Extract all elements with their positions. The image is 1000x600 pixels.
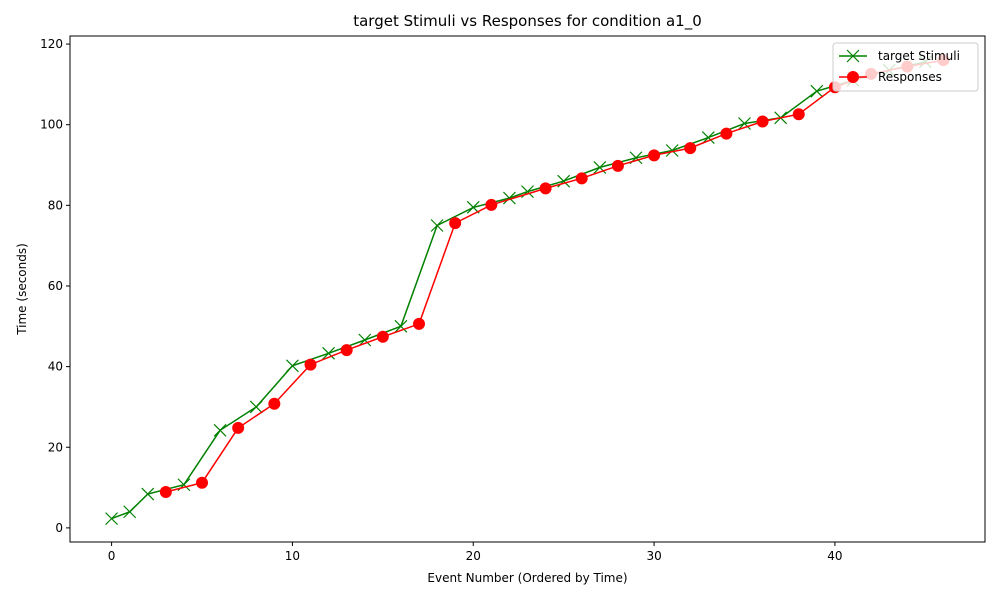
stimuli-point [358,333,372,347]
responses-point [376,330,389,343]
stimuli-point [394,319,408,333]
plot-frame [69,35,986,543]
y-tick-label: 0 [55,521,63,535]
responses-point [684,142,697,155]
x-tick-label: 20 [466,549,481,563]
stimuli-point [285,359,299,373]
responses-point [159,486,172,499]
responses-point [340,344,353,357]
responses-series-line [165,59,944,493]
chart-title: target Stimuli vs Responses for conditio… [353,12,702,31]
x-tick-label: 0 [108,549,116,563]
stimuli-point [430,219,444,232]
legend-box [832,42,979,92]
responses-point [196,476,209,489]
stimuli-point [105,512,119,526]
responses-point [611,159,624,172]
legend-marker-responses [847,71,859,83]
responses-point [756,115,769,128]
legend-label-stimuli: target Stimuli [878,49,960,63]
legend-label-responses: Responses [878,70,942,84]
stimuli-point [557,174,571,188]
y-tick-label: 60 [48,279,63,293]
stimuli-point [738,117,751,130]
stimuli-point [213,423,227,437]
y-tick-label: 100 [40,118,63,132]
plot-area [105,54,950,526]
responses-point [449,217,462,230]
responses-point [232,421,245,434]
responses-point [539,182,552,195]
responses-point [268,397,281,410]
x-tick-label: 10 [285,549,300,563]
x-tick-label: 40 [827,549,842,563]
responses-point [413,317,426,330]
stimuli-point [665,144,679,157]
stimuli-point [141,487,155,501]
stimuli-point [249,400,263,414]
legend: target Stimuli Responses [832,42,979,92]
responses-point [304,358,317,371]
responses-point [575,172,588,185]
stimuli-point [123,505,137,519]
legend-marker-stimuli [846,49,860,63]
responses-point [792,108,805,121]
y-tick-label: 80 [48,198,63,212]
responses-point [648,149,661,162]
axis-ticks: 0 10 20 30 40 0 20 40 60 80 100 120 [40,37,842,563]
x-tick-label: 30 [646,549,661,563]
stimuli-point [701,131,715,145]
x-axis-label: Event Number (Ordered by Time) [427,571,627,585]
y-tick-label: 120 [40,37,63,51]
stimuli-series-line [111,61,926,520]
responses-point [720,127,733,140]
y-tick-label: 20 [48,440,63,454]
stimuli-point [810,84,824,98]
y-tick-label: 40 [48,360,63,374]
stimuli-point [322,346,336,360]
responses-point [485,198,498,211]
stimuli-point [502,191,516,205]
y-axis-label: Time (seconds) [15,243,29,336]
